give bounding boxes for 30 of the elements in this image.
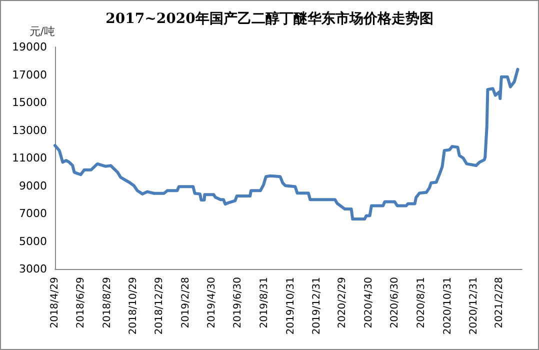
x-tick-label: 2018/12/29 xyxy=(154,277,166,335)
y-tick-label: 5000 xyxy=(19,234,47,248)
x-tick-label: 2018/8/29 xyxy=(102,277,113,328)
x-tick-label: 2018/6/29 xyxy=(76,277,87,328)
x-tick-label: 2019/8/31 xyxy=(259,277,270,328)
y-axis-title: 元/吨 xyxy=(29,25,55,38)
x-tick-label: 2020/8/31 xyxy=(416,277,428,328)
line-series xyxy=(54,68,520,221)
x-tick-label: 2020/10/31 xyxy=(442,277,454,335)
x-tick-label: 2020/4/30 xyxy=(363,277,374,328)
x-tick-label: 2019/6/30 xyxy=(232,277,244,328)
y-tick-label: 15000 xyxy=(12,96,47,109)
x-tick-label: 2020/2/29 xyxy=(337,277,348,328)
y-tick-label: 3000 xyxy=(19,262,47,276)
y-tick-label: 13000 xyxy=(12,124,47,137)
y-tick-label: 19000 xyxy=(12,40,47,54)
x-tick-label: 2018/4/29 xyxy=(50,277,60,328)
x-tick-label: 2020/12/31 xyxy=(468,277,480,335)
x-tick-label: 2020/6/30 xyxy=(390,277,401,328)
chart-title: 2017~2020年国产乙二醇丁醚华东市场价格走势图 xyxy=(106,10,434,27)
y-tick-label: 7000 xyxy=(19,207,47,220)
x-tick-label: 2019/4/30 xyxy=(206,277,218,328)
x-tick-label: 2019/12/31 xyxy=(312,277,323,335)
y-tick-label: 9000 xyxy=(19,179,47,192)
x-tick-label: 2019/2/28 xyxy=(180,277,192,328)
x-tick-label: 2021/2/28 xyxy=(494,277,505,328)
y-tick-label: 11000 xyxy=(12,152,47,164)
x-tick-label: 2018/10/29 xyxy=(128,277,139,335)
x-tick-label: 2019/10/31 xyxy=(285,277,296,335)
y-tick-label: 17000 xyxy=(12,68,47,82)
